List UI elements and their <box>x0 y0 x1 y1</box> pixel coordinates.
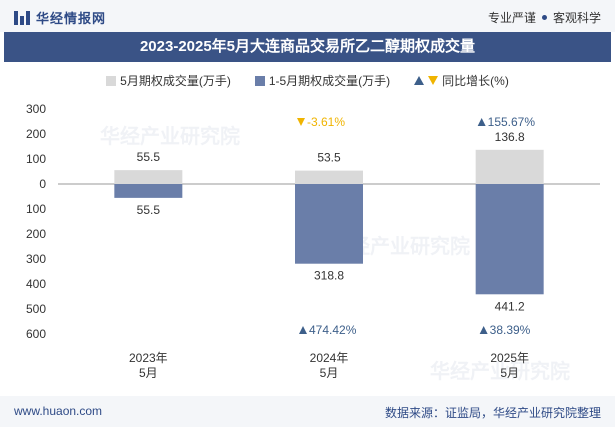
data-label-monthly: 53.5 <box>317 151 341 165</box>
y-tick-label: 300 <box>26 252 46 266</box>
header-tags: 专业严谨 客观科学 <box>488 9 601 26</box>
triangle-up-icon <box>479 326 488 334</box>
triangle-down-icon <box>428 76 439 85</box>
legend-item-cumulative: 1-5月期权成交量(万手) <box>254 72 391 89</box>
x-category-label: 5月 <box>139 366 158 380</box>
footer: www.huaon.com 数据来源：证监局，华经产业研究院整理 <box>0 396 615 427</box>
yoy-monthly-label: -3.61% <box>307 115 345 129</box>
legend-item-monthly: 5月期权成交量(万手) <box>106 72 231 89</box>
y-tick-label: 200 <box>26 227 46 241</box>
yoy-cumulative-label: 38.39% <box>490 323 531 337</box>
triangle-up-icon <box>299 326 307 334</box>
yoy-monthly-label: 155.67% <box>488 115 536 129</box>
data-label-monthly: 136.8 <box>495 130 525 144</box>
bar-monthly <box>114 170 183 184</box>
header-tag-2: 客观科学 <box>552 11 601 25</box>
y-tick-label: 100 <box>26 202 46 216</box>
legend-label-yoy: 同比增长(%) <box>442 74 509 88</box>
triangle-up-icon <box>477 118 486 126</box>
logo-icon <box>14 10 30 25</box>
legend-label-monthly: 5月期权成交量(万手) <box>120 74 231 88</box>
yoy-cumulative-label: 474.42% <box>309 323 357 337</box>
x-category-label: 2023年 <box>129 351 168 365</box>
x-category-label: 2024年 <box>310 351 349 365</box>
bar-cumulative <box>114 184 183 198</box>
bar-cumulative <box>475 184 544 295</box>
chart-title: 2023-2025年5月大连商品交易所乙二醇期权成交量 <box>4 32 611 62</box>
data-label-cumulative: 318.8 <box>314 269 344 283</box>
chart-area: 300 200 100 0 100 200 300 400 500 600 55.5 55.5 2023… <box>26 102 600 380</box>
x-category-label: 2025年 <box>490 351 529 365</box>
brand-name: 华经情报网 <box>36 11 107 26</box>
y-tick-label: 0 <box>39 177 46 191</box>
legend-swatch-cumulative <box>254 75 265 86</box>
top-bar: 华经情报网 专业严谨 客观科学 <box>0 0 615 32</box>
footer-source: 数据来源：证监局，华经产业研究院整理 <box>384 406 601 420</box>
x-category-label: 5月 <box>320 366 339 380</box>
y-tick-label: 300 <box>26 102 46 116</box>
y-tick-label: 400 <box>26 277 46 291</box>
legend-item-yoy: 同比增长(%) <box>414 72 509 89</box>
data-label-monthly: 55.5 <box>137 150 161 164</box>
triangle-down-icon <box>297 118 305 126</box>
triangle-up-icon <box>414 76 425 85</box>
legend-label-cumulative: 1-5月期权成交量(万手) <box>268 74 391 88</box>
bar-monthly <box>295 170 363 184</box>
dot-icon <box>541 15 547 20</box>
y-tick-label: 100 <box>26 152 46 166</box>
legend: 5月期权成交量(万手) 1-5月期权成交量(万手) 同比增长(%) <box>0 72 615 89</box>
y-tick-label: 200 <box>26 127 46 141</box>
data-label-cumulative: 441.2 <box>495 299 525 313</box>
header-tag-1: 专业严谨 <box>487 11 536 25</box>
y-tick-label: 600 <box>26 327 46 341</box>
footer-website: www.huaon.com <box>14 404 103 418</box>
data-label-cumulative: 55.5 <box>137 203 161 217</box>
brand: 华经情报网 <box>14 8 106 27</box>
bar-monthly <box>475 149 544 184</box>
legend-swatch-monthly <box>106 75 117 86</box>
x-category-label: 5月 <box>500 366 519 380</box>
bar-cumulative <box>295 184 363 264</box>
y-tick-label: 500 <box>26 302 46 316</box>
